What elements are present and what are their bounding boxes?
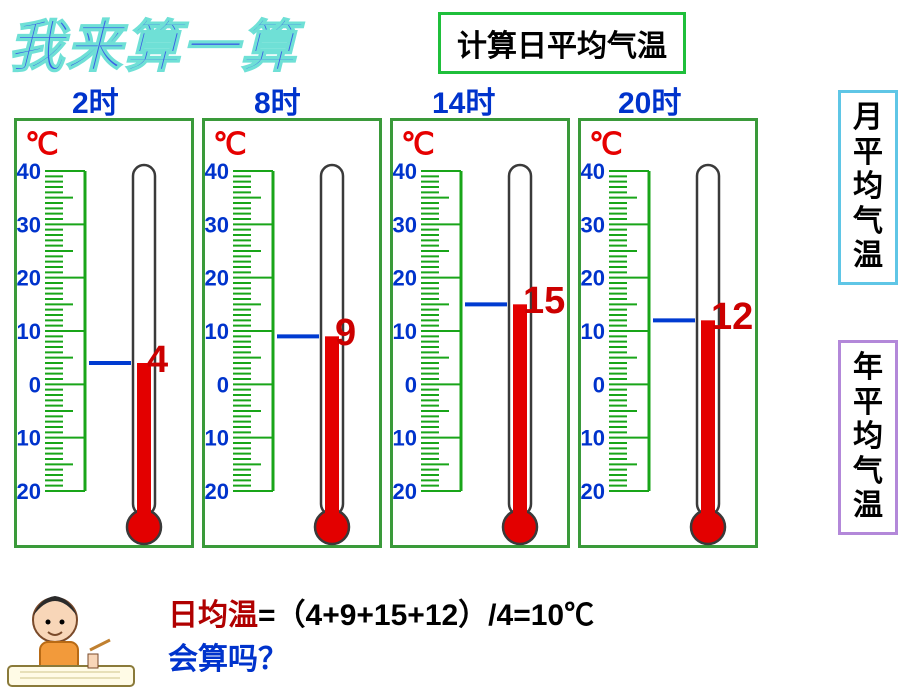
svg-text:10: 10 <box>17 319 41 344</box>
svg-text:20: 20 <box>581 266 605 291</box>
svg-text:10: 10 <box>393 319 417 344</box>
svg-text:-20: -20 <box>17 479 41 504</box>
svg-text:10: 10 <box>581 319 605 344</box>
svg-text:0: 0 <box>29 372 41 397</box>
time-label: 2时 <box>72 78 119 122</box>
svg-text:-10: -10 <box>205 426 229 451</box>
svg-text:40: 40 <box>581 159 605 184</box>
formula-body: =（4+9+15+12）/4=10℃ <box>258 599 594 632</box>
yearly-avg-box: 年平均气温 <box>838 340 898 535</box>
time-label: 14时 <box>432 78 495 122</box>
temperature-value: 15 <box>523 280 565 323</box>
thermometer-card: -20 -10 0 10 20 30 40℃ 9 <box>202 118 382 548</box>
kid-illustration <box>0 580 140 690</box>
time-label: 8时 <box>254 78 301 122</box>
thermometer-card: -20 -10 0 10 20 30 40℃ 15 <box>390 118 570 548</box>
unit-label: ℃ <box>401 127 435 162</box>
svg-text:0: 0 <box>405 372 417 397</box>
svg-text:40: 40 <box>205 159 229 184</box>
calc-daily-avg-box: 计算日平均气温 <box>438 12 686 74</box>
svg-text:-20: -20 <box>393 479 417 504</box>
svg-text:0: 0 <box>593 372 605 397</box>
temperature-value: 4 <box>147 339 168 382</box>
svg-text:40: 40 <box>17 159 41 184</box>
time-label: 20时 <box>618 78 681 122</box>
svg-text:30: 30 <box>581 212 605 237</box>
svg-text:30: 30 <box>17 212 41 237</box>
svg-text:-20: -20 <box>581 479 605 504</box>
svg-text:-20: -20 <box>205 479 229 504</box>
svg-text:20: 20 <box>393 266 417 291</box>
temperature-value: 12 <box>711 296 753 339</box>
svg-text:20: 20 <box>205 266 229 291</box>
svg-text:40: 40 <box>393 159 417 184</box>
svg-text:30: 30 <box>205 212 229 237</box>
monthly-avg-box: 月平均气温 <box>838 90 898 285</box>
temperature-value: 9 <box>335 312 356 355</box>
svg-text:-10: -10 <box>581 426 605 451</box>
unit-label: ℃ <box>25 127 59 162</box>
page-title: 我来算一算 <box>8 2 298 83</box>
thermometer-card: -20 -10 0 10 20 30 40℃ 4 <box>14 118 194 548</box>
unit-label: ℃ <box>589 127 623 162</box>
question-line: 会算吗？ <box>168 634 288 678</box>
svg-text:30: 30 <box>393 212 417 237</box>
formula-prefix: 日均温 <box>168 599 258 632</box>
unit-label: ℃ <box>213 127 247 162</box>
svg-text:-10: -10 <box>17 426 41 451</box>
svg-text:0: 0 <box>217 372 229 397</box>
formula-line: 日均温=（4+9+15+12）/4=10℃ <box>168 590 594 634</box>
thermometer-card: -20 -10 0 10 20 30 40℃ 12 <box>578 118 758 548</box>
svg-text:-10: -10 <box>393 426 417 451</box>
svg-text:20: 20 <box>17 266 41 291</box>
svg-text:10: 10 <box>205 319 229 344</box>
